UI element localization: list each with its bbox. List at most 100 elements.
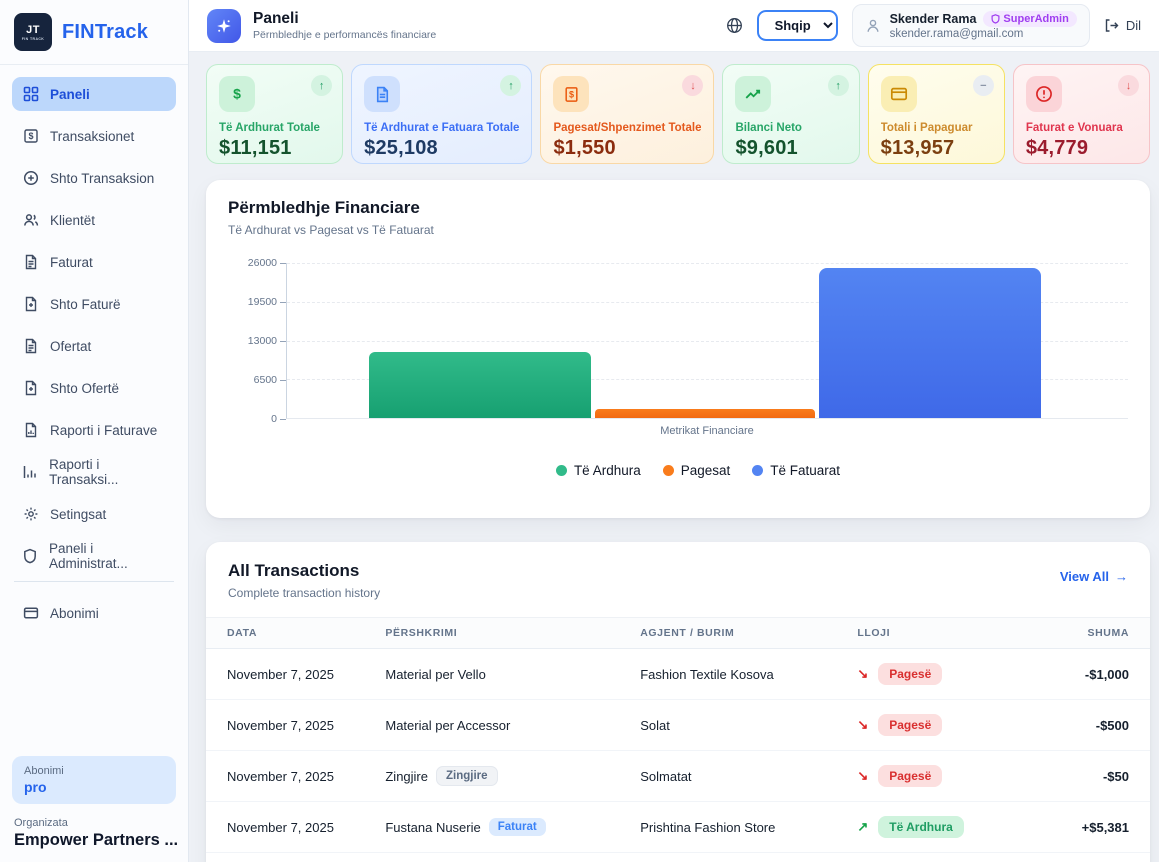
arrow-down-right-icon: ↘ <box>857 768 869 783</box>
user-card[interactable]: Skender Rama SuperAdmin skender.rama@gma… <box>851 4 1090 47</box>
sidebar-item-setingsat[interactable]: Setingsat <box>12 497 176 531</box>
chart-title: Përmbledhje Financiare <box>228 198 420 217</box>
trend-down-icon: ↓ <box>1118 75 1139 96</box>
table-row[interactable]: November 7, 2025 Zingjire Zingjire Solmat… <box>206 750 1150 802</box>
stat-value: $25,108 <box>364 137 438 159</box>
cell-description: Material per Accessor <box>385 699 641 751</box>
column-header-pershkrimi[interactable]: Përshkrimi <box>385 617 641 649</box>
sidebar-item-transaksionet[interactable]: $ Transaksionet <box>12 119 176 153</box>
logout-label: Dil <box>1125 18 1141 33</box>
cell-date: November 7, 2025 <box>206 648 386 700</box>
stat-card-faturat-vonuara[interactable]: ↓ Faturat e Vonuara $4,779 <box>1012 64 1150 164</box>
gridline <box>287 301 1128 303</box>
column-header-lloji[interactable]: Lloji <box>857 617 1009 649</box>
sidebar-item-abonimi[interactable]: Abonimi <box>12 596 176 630</box>
language-select[interactable]: Shqip <box>756 10 838 41</box>
legend-dot-orange <box>662 465 674 476</box>
y-tick-label: 6500 <box>253 374 277 386</box>
main-area: Paneli Përmbledhje e performancës financ… <box>189 0 1159 862</box>
bar-chart: 26000 19500 13000 6500 0 <box>228 257 1128 425</box>
trend-up-icon: ↑ <box>827 75 849 96</box>
column-header-agjent[interactable]: Agjent / Burim <box>640 617 858 649</box>
arrow-right-icon: → <box>1115 569 1128 584</box>
x-axis-label: Metrikat Financiare <box>660 425 754 437</box>
table-header-row: Data Përshkrimi Agjent / Burim Lloji Shu… <box>206 617 1150 649</box>
sidebar-nav: Paneli $ Transaksionet Shto Transaksion … <box>0 65 188 638</box>
view-all-link[interactable]: View All → <box>1060 569 1128 584</box>
table-row[interactable]: November 7, 2025 Material per Accessor S… <box>206 699 1150 751</box>
stat-label: Totali i Papaguar <box>880 122 973 134</box>
sidebar-item-faturat[interactable]: Faturat <box>12 245 176 279</box>
sidebar-item-paneli-administratorit[interactable]: Paneli i Administrat... <box>12 539 176 573</box>
stat-value: $1,550 <box>553 137 616 159</box>
column-header-data[interactable]: Data <box>206 617 386 649</box>
trend-down-icon: ↓ <box>682 75 704 96</box>
receipt-icon: $ <box>553 76 590 112</box>
svg-text:$: $ <box>28 131 33 141</box>
plus-circle-icon <box>22 170 39 186</box>
stat-card-bilanci-neto[interactable]: ↑ Bilanci Neto $9,601 <box>722 64 860 164</box>
file-chart-icon <box>22 422 39 438</box>
logout-button[interactable]: Dil <box>1104 18 1141 33</box>
sidebar-item-shto-transaksion[interactable]: Shto Transaksion <box>12 161 176 195</box>
table-row[interactable]: November 7, 2025 Wedding DressesFaturat … <box>206 852 1150 862</box>
bar-pagesat[interactable] <box>594 408 816 418</box>
stat-card-pagesat-shpenzimet[interactable]: $ ↓ Pagesat/Shpenzimet Totale $1,550 <box>540 64 715 164</box>
sidebar-item-label: Raporti i Transaksi... <box>49 457 119 487</box>
credit-card-icon <box>22 605 39 621</box>
subscription-box: Abonimi pro <box>12 756 176 804</box>
legend-item-te-fatuarat[interactable]: Të Fatuarat <box>752 463 840 478</box>
sidebar-item-paneli[interactable]: Paneli <box>12 77 176 111</box>
cell-agent: Prishtina Fashion Store <box>640 801 858 853</box>
stat-card-totali-papaguar[interactable]: − Totali i Papaguar $13,957 <box>867 64 1005 164</box>
legend-item-pagesat[interactable]: Pagesat <box>662 463 730 478</box>
trend-up-icon: ↑ <box>311 75 333 96</box>
file-text-icon <box>22 254 39 270</box>
column-header-shuma[interactable]: Shuma <box>1008 617 1150 649</box>
cell-amount: -$1,000 <box>1008 648 1150 700</box>
content-area: $ ↑ Të Ardhurat Totale $11,151 ↑ Të Ardh… <box>189 52 1159 862</box>
stat-card-te-ardhurat-fatuara[interactable]: ↑ Të Ardhurat e Fatuara Totale $25,108 <box>351 64 533 164</box>
sidebar-item-raporti-faturave[interactable]: Raporti i Faturave <box>12 413 176 447</box>
category-tag: Faturat <box>488 818 546 836</box>
sidebar-item-raporti-transaksioneve[interactable]: Raporti i Transaksi... <box>12 455 176 489</box>
gridline <box>287 379 1128 381</box>
type-badge-pagese: Pagesë <box>878 714 943 736</box>
legend-label: Të Fatuarat <box>770 463 841 478</box>
stat-label: Pagesat/Shpenzimet Totale <box>553 122 702 134</box>
logo-monogram: JT <box>26 23 40 36</box>
cell-date: November 7, 2025 <box>206 801 386 853</box>
cell-agent: Fashion Textile Kosova <box>640 648 858 700</box>
sidebar-item-label: Paneli <box>50 86 90 102</box>
sidebar-item-label: Ofertat <box>50 338 92 354</box>
stat-card-te-ardhurat-totale[interactable]: $ ↑ Të Ardhurat Totale $11,151 <box>206 64 344 164</box>
y-axis: 26000 19500 13000 6500 0 <box>228 257 286 425</box>
legend-item-te-ardhura[interactable]: Të Ardhura <box>555 463 641 478</box>
table-row[interactable]: November 7, 2025 Material per Vello Fash… <box>206 648 1150 700</box>
file-plus-icon <box>22 296 39 312</box>
logo-subtext: FIN TRACK <box>21 36 45 41</box>
stat-value: $11,151 <box>219 137 292 159</box>
organization-label: Organizata <box>14 817 68 829</box>
category-tag: Zingjire <box>435 766 498 786</box>
trend-flat-icon: − <box>972 75 994 96</box>
sidebar-item-shto-fature[interactable]: Shto Faturë <box>12 287 176 321</box>
type-badge-pagese: Pagesë <box>878 765 943 787</box>
sidebar-item-label: Transaksionet <box>50 128 135 144</box>
alert-circle-icon <box>1025 76 1062 112</box>
bar-te-fatuarat[interactable] <box>818 268 1042 418</box>
bar-te-ardhura[interactable] <box>368 351 591 418</box>
transactions-title: All Transactions <box>228 561 360 580</box>
sidebar-item-label: Setingsat <box>50 506 107 522</box>
table-row[interactable]: November 7, 2025 Fustana Nuserie Faturat … <box>206 801 1150 853</box>
transactions-subtitle: Complete transaction history <box>228 586 381 600</box>
trend-up-icon: ↑ <box>500 75 522 96</box>
sidebar-item-ofertat[interactable]: Ofertat <box>12 329 176 363</box>
subscription-value: pro <box>24 779 47 795</box>
globe-icon <box>726 17 743 34</box>
sidebar-item-klientet[interactable]: Klientët <box>12 203 176 237</box>
sidebar-item-shto-oferte[interactable]: Shto Ofertë <box>12 371 176 405</box>
banknote-icon: $ <box>22 128 39 144</box>
user-email: skender.rama@gmail.com <box>889 28 1024 40</box>
sidebar-item-label: Abonimi <box>50 605 99 621</box>
